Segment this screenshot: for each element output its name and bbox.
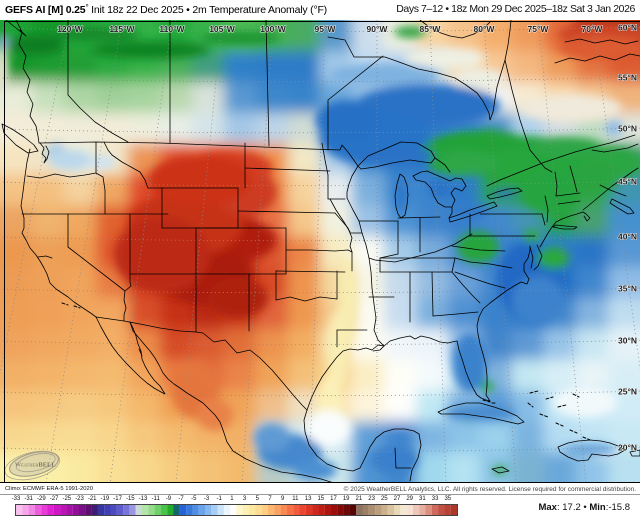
svg-text:35°N: 35°N [618, 284, 637, 294]
svg-text:30°N: 30°N [618, 336, 637, 346]
svg-text:50°N: 50°N [618, 124, 637, 134]
svg-text:105°W: 105°W [209, 24, 236, 34]
svg-text:60°N: 60°N [618, 23, 637, 33]
svg-text:85°W: 85°W [420, 24, 442, 34]
svg-text:100°W: 100°W [260, 24, 287, 34]
svg-text:90°W: 90°W [367, 24, 389, 34]
svg-text:20°N: 20°N [618, 443, 637, 453]
svg-text:95°W: 95°W [315, 24, 337, 34]
svg-text:75°W: 75°W [528, 24, 550, 34]
svg-text:WEATHERBELL: WEATHERBELL [15, 462, 56, 469]
svg-text:70°W: 70°W [582, 24, 604, 34]
svg-text:110°W: 110°W [159, 24, 185, 34]
svg-text:80°W: 80°W [474, 24, 496, 34]
svg-text:45°N: 45°N [618, 177, 637, 187]
svg-text:120°W: 120°W [57, 24, 84, 34]
svg-text:115°W: 115°W [109, 24, 135, 34]
svg-text:55°N: 55°N [618, 73, 637, 83]
svg-text:25°N: 25°N [618, 387, 637, 397]
svg-text:40°N: 40°N [618, 232, 637, 242]
